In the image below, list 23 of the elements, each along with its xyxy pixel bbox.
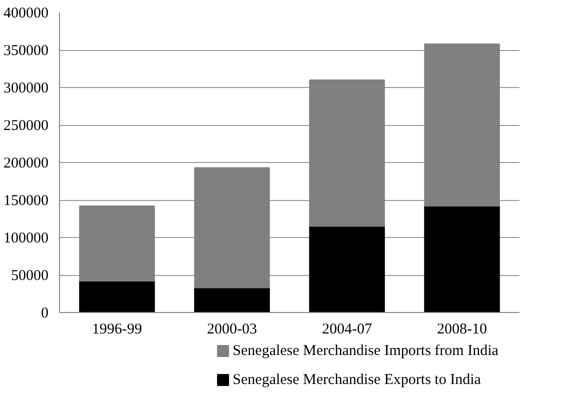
y-tick-label: 200000 [4,156,48,172]
y-tick-label: 350000 [4,43,48,59]
y-tick-label: 150000 [4,193,48,209]
bar [424,206,500,312]
bar [424,44,500,206]
x-tick-label: 1996-99 [92,322,142,338]
y-tick-label: 400000 [4,6,48,22]
legend-label: Senegalese Merchandise Imports from India [232,343,499,359]
bar [309,80,385,227]
bar [194,167,270,288]
y-tick-label: 250000 [4,118,48,134]
bar [79,206,155,282]
x-tick-label: 2004-07 [322,322,372,338]
y-tick-label: 0 [41,306,48,322]
x-tick-label: 2008-10 [437,322,487,338]
y-tick-label: 50000 [11,268,48,284]
bar [194,287,270,312]
bar [309,226,385,312]
y-tick-label: 300000 [4,80,48,96]
legend-label: Senegalese Merchandise Exports to India [232,372,482,388]
bar [79,280,155,312]
x-tick-label: 2000-03 [207,322,257,338]
y-tick-label: 100000 [4,230,48,246]
